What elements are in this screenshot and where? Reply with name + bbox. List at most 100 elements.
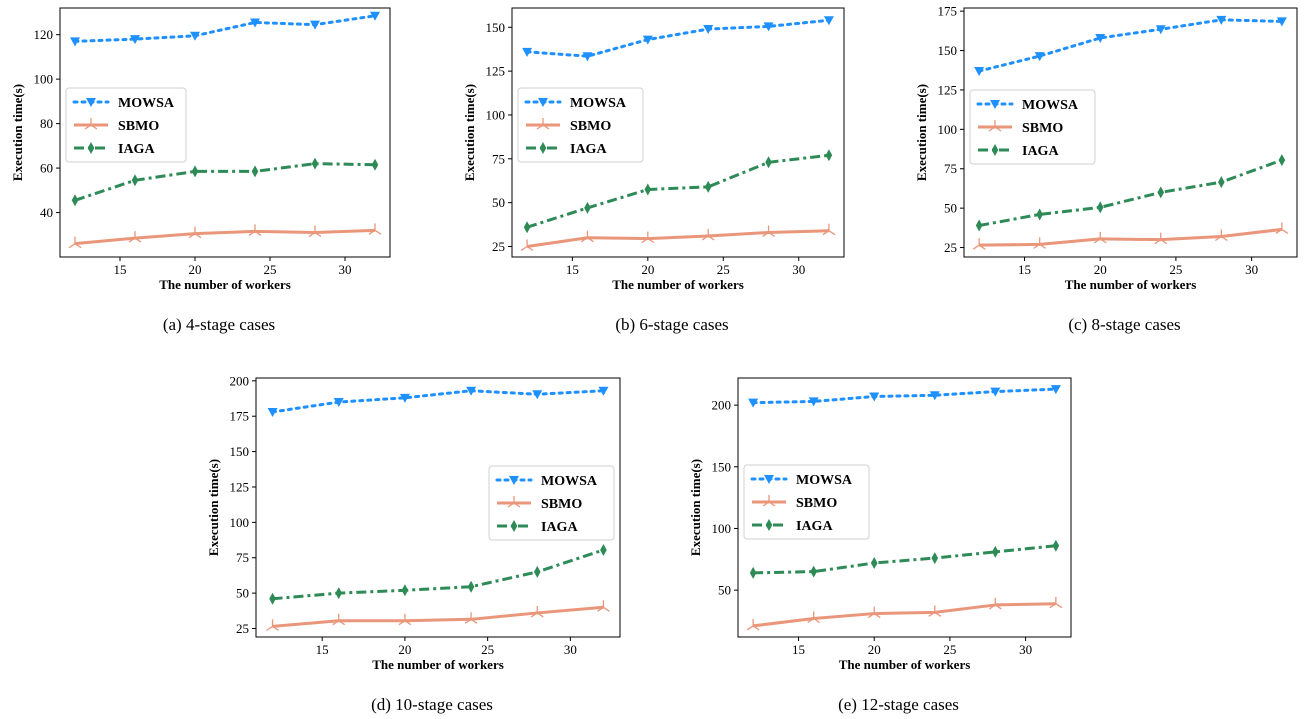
legend-marker xyxy=(87,142,95,154)
data-point xyxy=(746,618,760,631)
data-point xyxy=(467,580,475,593)
data-point xyxy=(1036,208,1043,221)
data-point xyxy=(71,194,79,207)
series-line xyxy=(271,389,605,414)
legend-label: SBMO xyxy=(118,119,159,134)
data-point xyxy=(1096,201,1104,214)
y-tick-label: 100 xyxy=(230,515,250,530)
y-tick-label: 200 xyxy=(712,398,732,413)
legend-label: MOWSA xyxy=(118,96,175,111)
legend-marker xyxy=(536,118,550,130)
series-line xyxy=(74,162,376,202)
x-axis-label: The number of workers xyxy=(372,657,504,672)
data-point xyxy=(765,156,772,169)
x-tick-label: 15 xyxy=(114,262,127,277)
series-line xyxy=(74,228,376,246)
figure-caption: (a) 4-stage cases xyxy=(163,315,275,334)
x-tick-label: 15 xyxy=(316,642,329,657)
series-mowsa xyxy=(522,16,834,62)
data-point xyxy=(867,606,881,619)
data-point xyxy=(762,225,775,237)
data-point xyxy=(332,613,346,626)
data-point xyxy=(1154,232,1168,245)
data-point xyxy=(1218,176,1225,189)
data-point xyxy=(128,231,142,243)
x-tick-label: 25 xyxy=(264,262,277,277)
y-tick-label: 100 xyxy=(486,107,506,122)
y-tick-label: 150 xyxy=(938,43,958,58)
legend: MOWSA SBMO IAGA xyxy=(517,87,644,163)
data-point xyxy=(597,600,610,612)
y-tick-label: 25 xyxy=(236,621,249,636)
x-tick-label: 20 xyxy=(189,262,202,277)
data-point xyxy=(398,613,412,626)
data-point xyxy=(1049,596,1063,609)
legend: MOWSA SBMO IAGA xyxy=(488,465,615,541)
data-point xyxy=(931,552,939,565)
data-point xyxy=(371,158,379,171)
data-point xyxy=(267,407,278,417)
y-tick-label: 175 xyxy=(230,409,250,424)
data-point xyxy=(191,165,199,178)
x-tick-label: 20 xyxy=(868,642,881,657)
x-axis-label: The number of workers xyxy=(1065,277,1197,292)
data-point xyxy=(598,386,609,396)
series-mowsa xyxy=(974,15,1287,77)
y-tick-label: 75 xyxy=(236,550,249,565)
data-point xyxy=(1033,237,1047,249)
legend: MOWSA SBMO IAGA xyxy=(65,87,187,163)
series-mowsa xyxy=(748,385,1061,408)
legend-marker xyxy=(86,98,96,107)
legend-marker xyxy=(762,495,776,507)
series-line xyxy=(272,605,604,628)
legend-box xyxy=(969,89,1096,165)
series-iaga xyxy=(71,157,379,207)
y-axis-label: Execution time(s) xyxy=(462,84,477,181)
y-tick-label: 50 xyxy=(944,201,957,216)
data-point xyxy=(1275,222,1289,234)
legend-box xyxy=(743,464,870,540)
data-point xyxy=(582,52,593,62)
data-point xyxy=(130,35,140,45)
y-tick-label: 125 xyxy=(230,479,250,494)
data-point xyxy=(1034,52,1045,62)
data-point xyxy=(748,398,759,408)
y-tick-label: 75 xyxy=(492,151,505,166)
data-point xyxy=(190,31,200,41)
series-sbmo xyxy=(972,222,1289,250)
data-point xyxy=(248,224,262,236)
y-tick-label: 50 xyxy=(492,195,505,210)
data-point xyxy=(972,238,986,250)
plot-frame xyxy=(963,7,1298,258)
x-tick-label: 25 xyxy=(481,642,494,657)
series-line xyxy=(979,227,1283,247)
x-tick-label: 30 xyxy=(1245,262,1258,277)
data-point xyxy=(807,611,821,624)
data-point xyxy=(530,605,544,618)
x-axis-label: The number of workers xyxy=(612,277,744,292)
data-point xyxy=(825,149,833,162)
x-axis-label: The number of workers xyxy=(159,277,291,292)
y-tick-label: 125 xyxy=(486,64,506,79)
data-point xyxy=(1214,229,1228,242)
y-axis-label: Execution time(s) xyxy=(914,84,929,181)
data-point xyxy=(822,223,836,236)
y-axis-label: Execution time(s) xyxy=(206,459,221,556)
figure-caption: (b) 6-stage cases xyxy=(615,315,728,334)
data-point xyxy=(532,390,543,400)
data-point xyxy=(466,386,477,396)
data-point xyxy=(523,221,531,234)
y-tick-label: 125 xyxy=(938,82,958,97)
data-point xyxy=(251,165,259,178)
legend-label: SBMO xyxy=(796,496,837,511)
x-tick-label: 30 xyxy=(792,262,805,277)
legend-label: MOWSA xyxy=(541,474,598,489)
legend-marker xyxy=(510,520,518,532)
y-tick-label: 60 xyxy=(40,161,53,176)
data-point xyxy=(68,236,82,249)
series-sbmo xyxy=(266,600,610,631)
data-point xyxy=(581,230,594,243)
data-point xyxy=(1095,33,1106,43)
y-tick-label: 150 xyxy=(230,444,250,459)
series-line xyxy=(526,153,830,229)
